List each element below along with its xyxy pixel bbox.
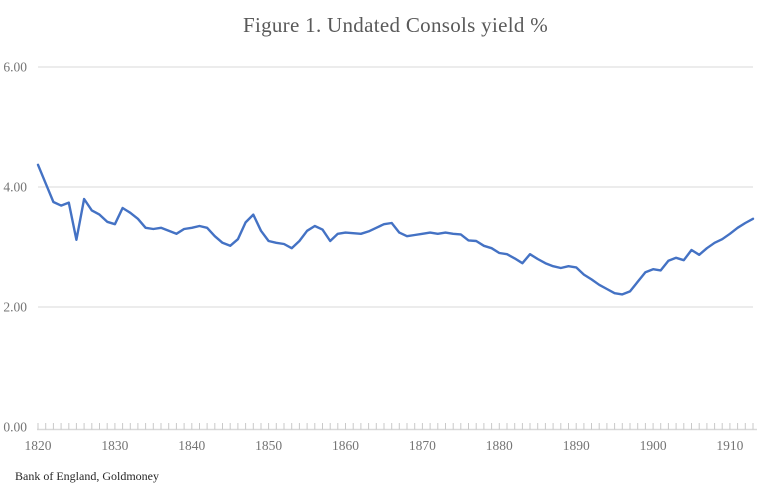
x-axis-label: 1910 — [716, 438, 743, 453]
plot-area: 1820 1830 1840 1850 1860 1870 1880 1890 1900 1910… — [3, 60, 757, 453]
y-axis-label: 4.00 — [3, 180, 27, 195]
x-axis-label: 1890 — [563, 438, 590, 453]
x-axis-label: 1900 — [640, 438, 667, 453]
x-axis-label: 1880 — [486, 438, 513, 453]
y-axis-label: 0.00 — [3, 420, 27, 435]
x-axis-label: 1840 — [178, 438, 205, 453]
y-axis-label: 6.00 — [3, 60, 27, 75]
x-axis-label: 1820 — [25, 438, 52, 453]
x-axis-label: 1850 — [255, 438, 282, 453]
source-note: Bank of England, Goldmoney — [15, 469, 159, 483]
series-line-consols-yield — [36, 163, 755, 296]
x-axis-label: 1830 — [101, 438, 128, 453]
y-axis-label: 2.00 — [3, 300, 27, 315]
x-axis-label: 1870 — [409, 438, 436, 453]
chart-title: Figure 1. Undated Consols yield % — [242, 13, 549, 37]
x-axis-label: 1860 — [332, 438, 359, 453]
